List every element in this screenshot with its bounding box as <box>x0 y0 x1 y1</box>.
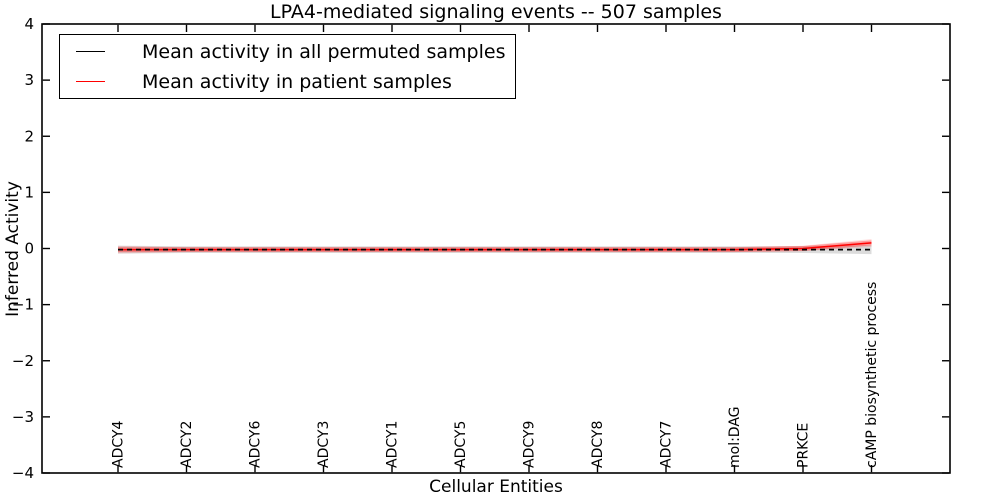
legend-label: Mean activity in all permuted samples <box>142 40 506 63</box>
x-tick-label: ADCY9 <box>522 421 538 468</box>
x-tick-label: ADCY6 <box>248 421 264 468</box>
y-tick-label: −1 <box>12 296 34 314</box>
y-tick-label: 2 <box>24 127 34 145</box>
x-tick-label: ADCY2 <box>179 421 195 468</box>
x-tick-label: ADCY5 <box>453 421 469 468</box>
y-tick-label: 1 <box>24 183 34 201</box>
x-tick-label: ADCY8 <box>590 421 606 468</box>
y-tick-label: 3 <box>24 71 34 89</box>
x-tick-label: PRKCE <box>796 423 812 468</box>
legend-label: Mean activity in patient samples <box>142 70 452 93</box>
y-tick-label: 0 <box>24 240 34 258</box>
y-tick-label: −2 <box>12 352 34 370</box>
legend-line-sample-black <box>76 51 105 52</box>
x-axis-label: Cellular Entities <box>429 477 563 497</box>
x-tick-label: mol:DAG <box>727 406 743 468</box>
plot-border <box>41 23 951 474</box>
chart-title: LPA4-mediated signaling events -- 507 sa… <box>270 1 722 23</box>
legend: Mean activity in all permuted samples Me… <box>59 34 516 99</box>
y-tick-label: −4 <box>12 464 34 482</box>
x-tick-label: ADCY1 <box>385 421 401 468</box>
y-tick-label: −3 <box>12 408 34 426</box>
x-tick-label: cAMP biosynthetic process <box>864 282 880 468</box>
legend-line-sample-red <box>76 81 105 82</box>
y-tick-label: 4 <box>24 15 34 33</box>
legend-entry-permuted: Mean activity in all permuted samples <box>76 39 515 65</box>
x-tick-label: ADCY4 <box>111 421 127 468</box>
x-tick-label: ADCY7 <box>659 421 675 468</box>
x-tick-label: ADCY3 <box>316 421 332 468</box>
legend-entry-patient: Mean activity in patient samples <box>76 69 515 95</box>
patient-mean-line <box>118 242 872 251</box>
